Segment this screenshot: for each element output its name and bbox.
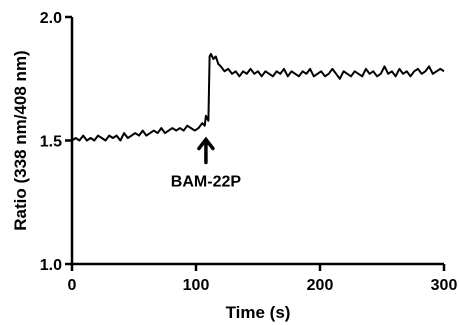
y-tick-label: 1.5: [40, 134, 62, 151]
x-tick-label: 100: [183, 277, 210, 294]
x-ticks: 0 100 200 300: [68, 264, 458, 294]
y-ticks: 1.0 1.5 2.0: [40, 10, 72, 274]
x-tick-label: 300: [431, 277, 458, 294]
y-tick-label: 1.0: [40, 257, 62, 274]
series-line: [71, 53, 445, 142]
annotation: BAM-22P: [171, 136, 242, 191]
annotation-label: BAM-22P: [171, 174, 242, 191]
y-axis-label: Ratio (338 nm/408 nm): [11, 50, 30, 230]
x-tick-label: 200: [307, 277, 334, 294]
x-axis-label: Time (s): [226, 303, 291, 322]
y-tick-label: 2.0: [40, 10, 62, 27]
x-tick-label: 0: [68, 277, 77, 294]
plot-area: 1.0 1.5 2.0 0 100 200 300 BAM-22P: [40, 10, 458, 294]
arrow-icon: [197, 136, 215, 165]
